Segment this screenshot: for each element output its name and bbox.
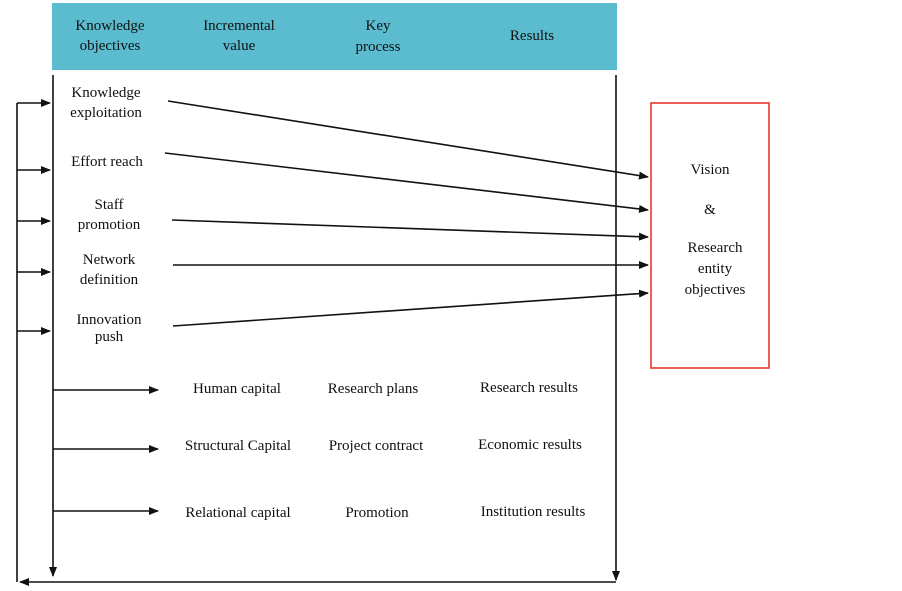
objective-3-line-2: promotion [78,217,141,233]
objective-5-line-1: Innovation [77,312,142,328]
row-3-value: Relational capital [185,505,290,521]
objective-5-line-2: push [95,329,124,345]
objective-3-line-1: Staff [95,197,124,213]
objective-arrow-5 [172,289,649,327]
objective-arrow-1 [167,100,649,180]
objective-1-line-1: Knowledge [71,85,140,101]
header-band [52,3,617,70]
row-1-result: Research results [480,380,578,396]
vision-line-3: Research [688,240,743,256]
objective-4-line-1: Network [83,252,136,268]
objective-4-line-2: definition [80,272,139,288]
objective-2: Effort reach [71,154,143,170]
header-col-2-line-1: Incremental [203,18,275,34]
vision-line-2: & [704,202,716,218]
header-col-4: Results [510,28,554,44]
objective-1-line-2: exploitation [70,105,142,121]
header-col-1-line-1: Knowledge [75,18,144,34]
row-2-value: Structural Capital [185,438,291,454]
objectives-list: Knowledge exploitation Effort reach Staf… [70,85,143,345]
vision-line-5: objectives [685,282,746,298]
header-col-2-line-2: value [223,38,256,54]
row-3-result: Institution results [481,504,586,520]
vision-box [650,102,770,369]
vision-box-text: Vision & Research entity objectives [685,162,746,298]
row-1-value: Human capital [193,381,281,397]
row-2-result: Economic results [478,437,582,453]
vision-line-4: entity [698,261,733,277]
vision-line-1: Vision [690,162,730,178]
row-3-process: Promotion [345,505,409,521]
objective-arrow-3 [171,219,649,241]
header-col-3-line-2: process [356,39,401,55]
row-1-process: Research plans [328,381,419,397]
objective-arrow-2 [164,152,649,213]
row-2-process: Project contract [329,438,424,454]
connector-lines [16,75,649,586]
header-col-1-line-2: objectives [80,38,141,54]
header-col-3-line-1: Key [366,18,391,34]
header-labels: Knowledge objectives Incremental value K… [75,18,554,55]
capital-rows: Human capital Research plans Research re… [185,380,586,521]
